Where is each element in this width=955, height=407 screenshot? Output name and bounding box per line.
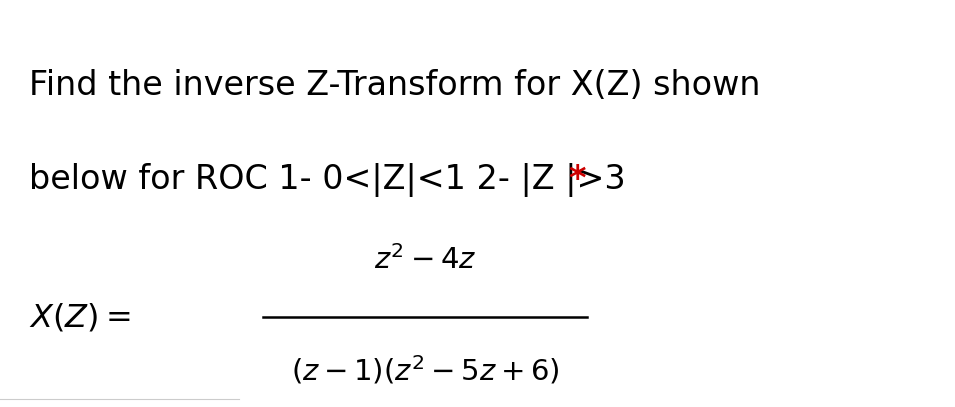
Text: *: * <box>568 163 585 196</box>
Text: $z^2 - 4z$: $z^2 - 4z$ <box>373 245 477 276</box>
Text: below for ROC 1- 0<|Z|<1 2- |Z |>3: below for ROC 1- 0<|Z|<1 2- |Z |>3 <box>29 163 636 197</box>
Text: $X(Z) =$: $X(Z) =$ <box>29 302 131 333</box>
Text: $(z-1)(z^2-5z+6)$: $(z-1)(z^2-5z+6)$ <box>290 354 560 387</box>
Text: Find the inverse Z-Transform for X(Z) shown: Find the inverse Z-Transform for X(Z) sh… <box>29 69 760 102</box>
